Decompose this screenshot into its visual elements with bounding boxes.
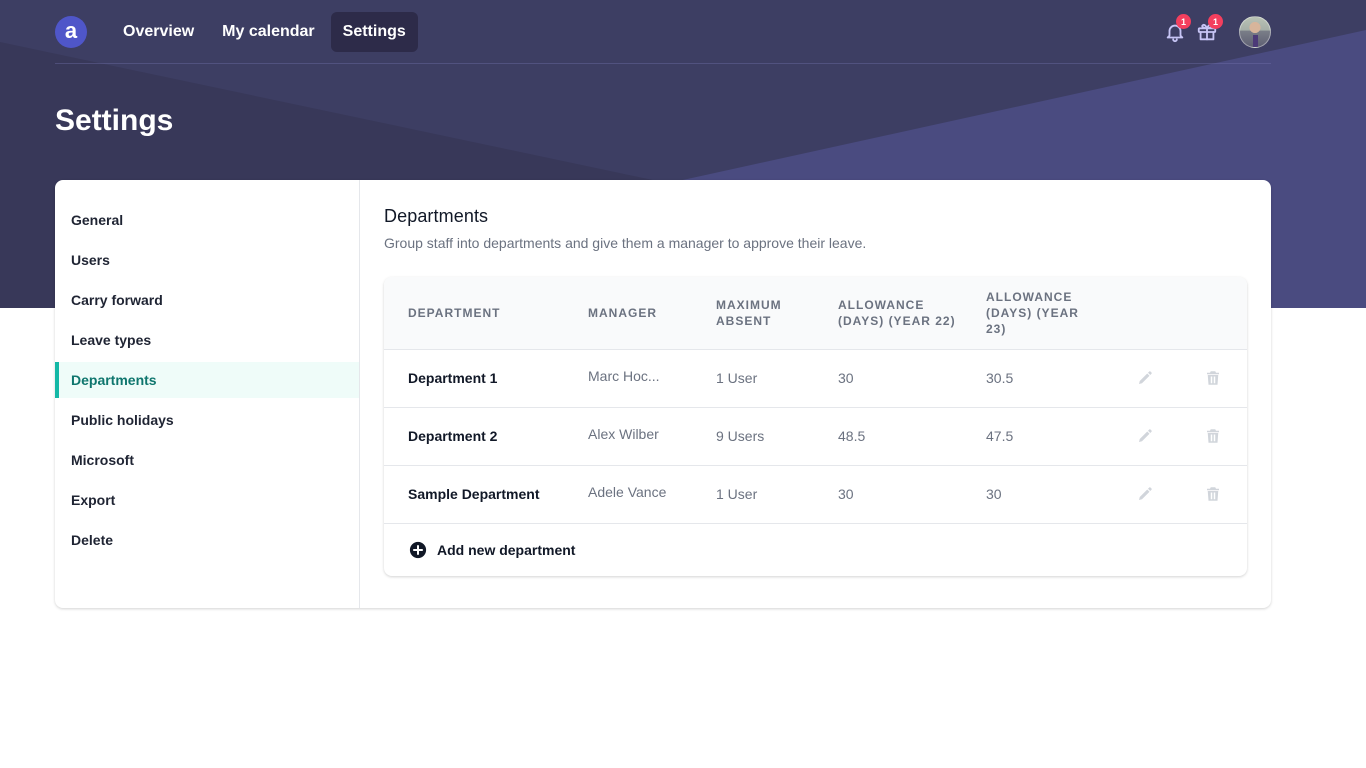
edit-icon [1139, 371, 1152, 385]
plus-circle-icon [409, 541, 427, 558]
column-header-delete [1179, 277, 1247, 350]
trash-icon [1207, 371, 1219, 385]
max-absent: 9 Users [704, 407, 826, 466]
edit-button[interactable] [1111, 465, 1179, 524]
edit-button[interactable] [1111, 407, 1179, 466]
nav-overview[interactable]: Overview [123, 23, 195, 40]
allowance-23: 30.5 [974, 349, 1111, 408]
delete-button[interactable] [1179, 349, 1247, 408]
sidebar-item-departments[interactable]: Departments [55, 362, 359, 398]
bell-icon [1166, 24, 1184, 43]
sidebar-item-carry-forward[interactable]: Carry forward [71, 292, 163, 308]
department-name: Department 1 [384, 349, 576, 408]
top-navigation-bar: a Overview My calendar Settings 1 1 [55, 0, 1271, 64]
settings-card: General Users Carry forward Leave types … [55, 180, 1271, 608]
sidebar-item-users[interactable]: Users [71, 252, 110, 268]
nav-my-calendar[interactable]: My calendar [222, 23, 315, 40]
allowance-22: 48.5 [826, 407, 974, 466]
gifts-badge: 1 [1208, 14, 1223, 29]
sidebar-item-public-holidays[interactable]: Public holidays [71, 412, 174, 428]
departments-table: Department Manager Maximum absent Allowa… [384, 277, 1247, 524]
sidebar-item-leave-types[interactable]: Leave types [71, 332, 152, 348]
sidebar-item-delete[interactable]: Delete [71, 532, 114, 548]
table-row: Department 2 Alex Wilber 9 Users 48.5 47… [384, 407, 1247, 466]
top-icons: 1 1 [1159, 14, 1271, 50]
edit-button[interactable] [1111, 349, 1179, 408]
nav-settings[interactable]: Settings [330, 12, 418, 52]
delete-button[interactable] [1179, 465, 1247, 524]
notifications-badge: 1 [1176, 14, 1191, 29]
column-header-maximum-absent[interactable]: Maximum absent [704, 277, 826, 350]
sidebar-item-export[interactable]: Export [71, 492, 116, 508]
page-title: Settings [55, 104, 174, 137]
departments-section: Departments Group staff into departments… [360, 180, 1271, 608]
column-header-department[interactable]: Department [384, 277, 576, 350]
departments-table-container: Department Manager Maximum absent Allowa… [384, 277, 1247, 576]
edit-icon [1139, 429, 1152, 443]
column-header-manager[interactable]: Manager [576, 277, 704, 350]
department-name: Sample Department [384, 465, 576, 524]
department-name: Department 2 [384, 407, 576, 466]
section-description: Group staff into departments and give th… [384, 235, 867, 251]
allowance-22: 30 [826, 465, 974, 524]
sidebar-item-general[interactable]: General [71, 212, 124, 228]
section-title: Departments [384, 206, 489, 226]
column-header-allowance-23[interactable]: Allowance (days) (Year 23) [974, 277, 1111, 350]
column-header-edit [1111, 277, 1179, 350]
allowance-23: 30 [974, 465, 1111, 524]
user-avatar[interactable] [1239, 16, 1271, 48]
app-logo[interactable]: a [55, 16, 87, 48]
trash-icon [1207, 429, 1219, 443]
trash-icon [1207, 487, 1219, 501]
add-new-department-label: Add new department [437, 541, 576, 558]
gift-icon [1197, 23, 1217, 41]
notifications-button[interactable]: 1 [1159, 14, 1191, 50]
add-new-department-button[interactable]: Add new department [384, 524, 1247, 576]
max-absent: 1 User [704, 465, 826, 524]
max-absent: 1 User [704, 349, 826, 408]
main-nav: Overview My calendar Settings [111, 12, 418, 52]
delete-button[interactable] [1179, 407, 1247, 466]
allowance-23: 47.5 [974, 407, 1111, 466]
sidebar-item-microsoft[interactable]: Microsoft [71, 452, 134, 468]
edit-icon [1139, 487, 1152, 501]
settings-sidebar: General Users Carry forward Leave types … [55, 180, 360, 608]
manager-name: Marc Hoc... [576, 349, 704, 408]
manager-name: Adele Vance [576, 465, 704, 524]
column-header-allowance-22[interactable]: Allowance (days) (Year 22) [826, 277, 974, 350]
gifts-button[interactable]: 1 [1191, 14, 1223, 50]
manager-name: Alex Wilber [576, 407, 704, 466]
table-row: Department 1 Marc Hoc... 1 User 30 30.5 [384, 349, 1247, 408]
table-row: Sample Department Adele Vance 1 User 30 … [384, 465, 1247, 524]
allowance-22: 30 [826, 349, 974, 408]
table-header-row: Department Manager Maximum absent Allowa… [384, 277, 1247, 350]
